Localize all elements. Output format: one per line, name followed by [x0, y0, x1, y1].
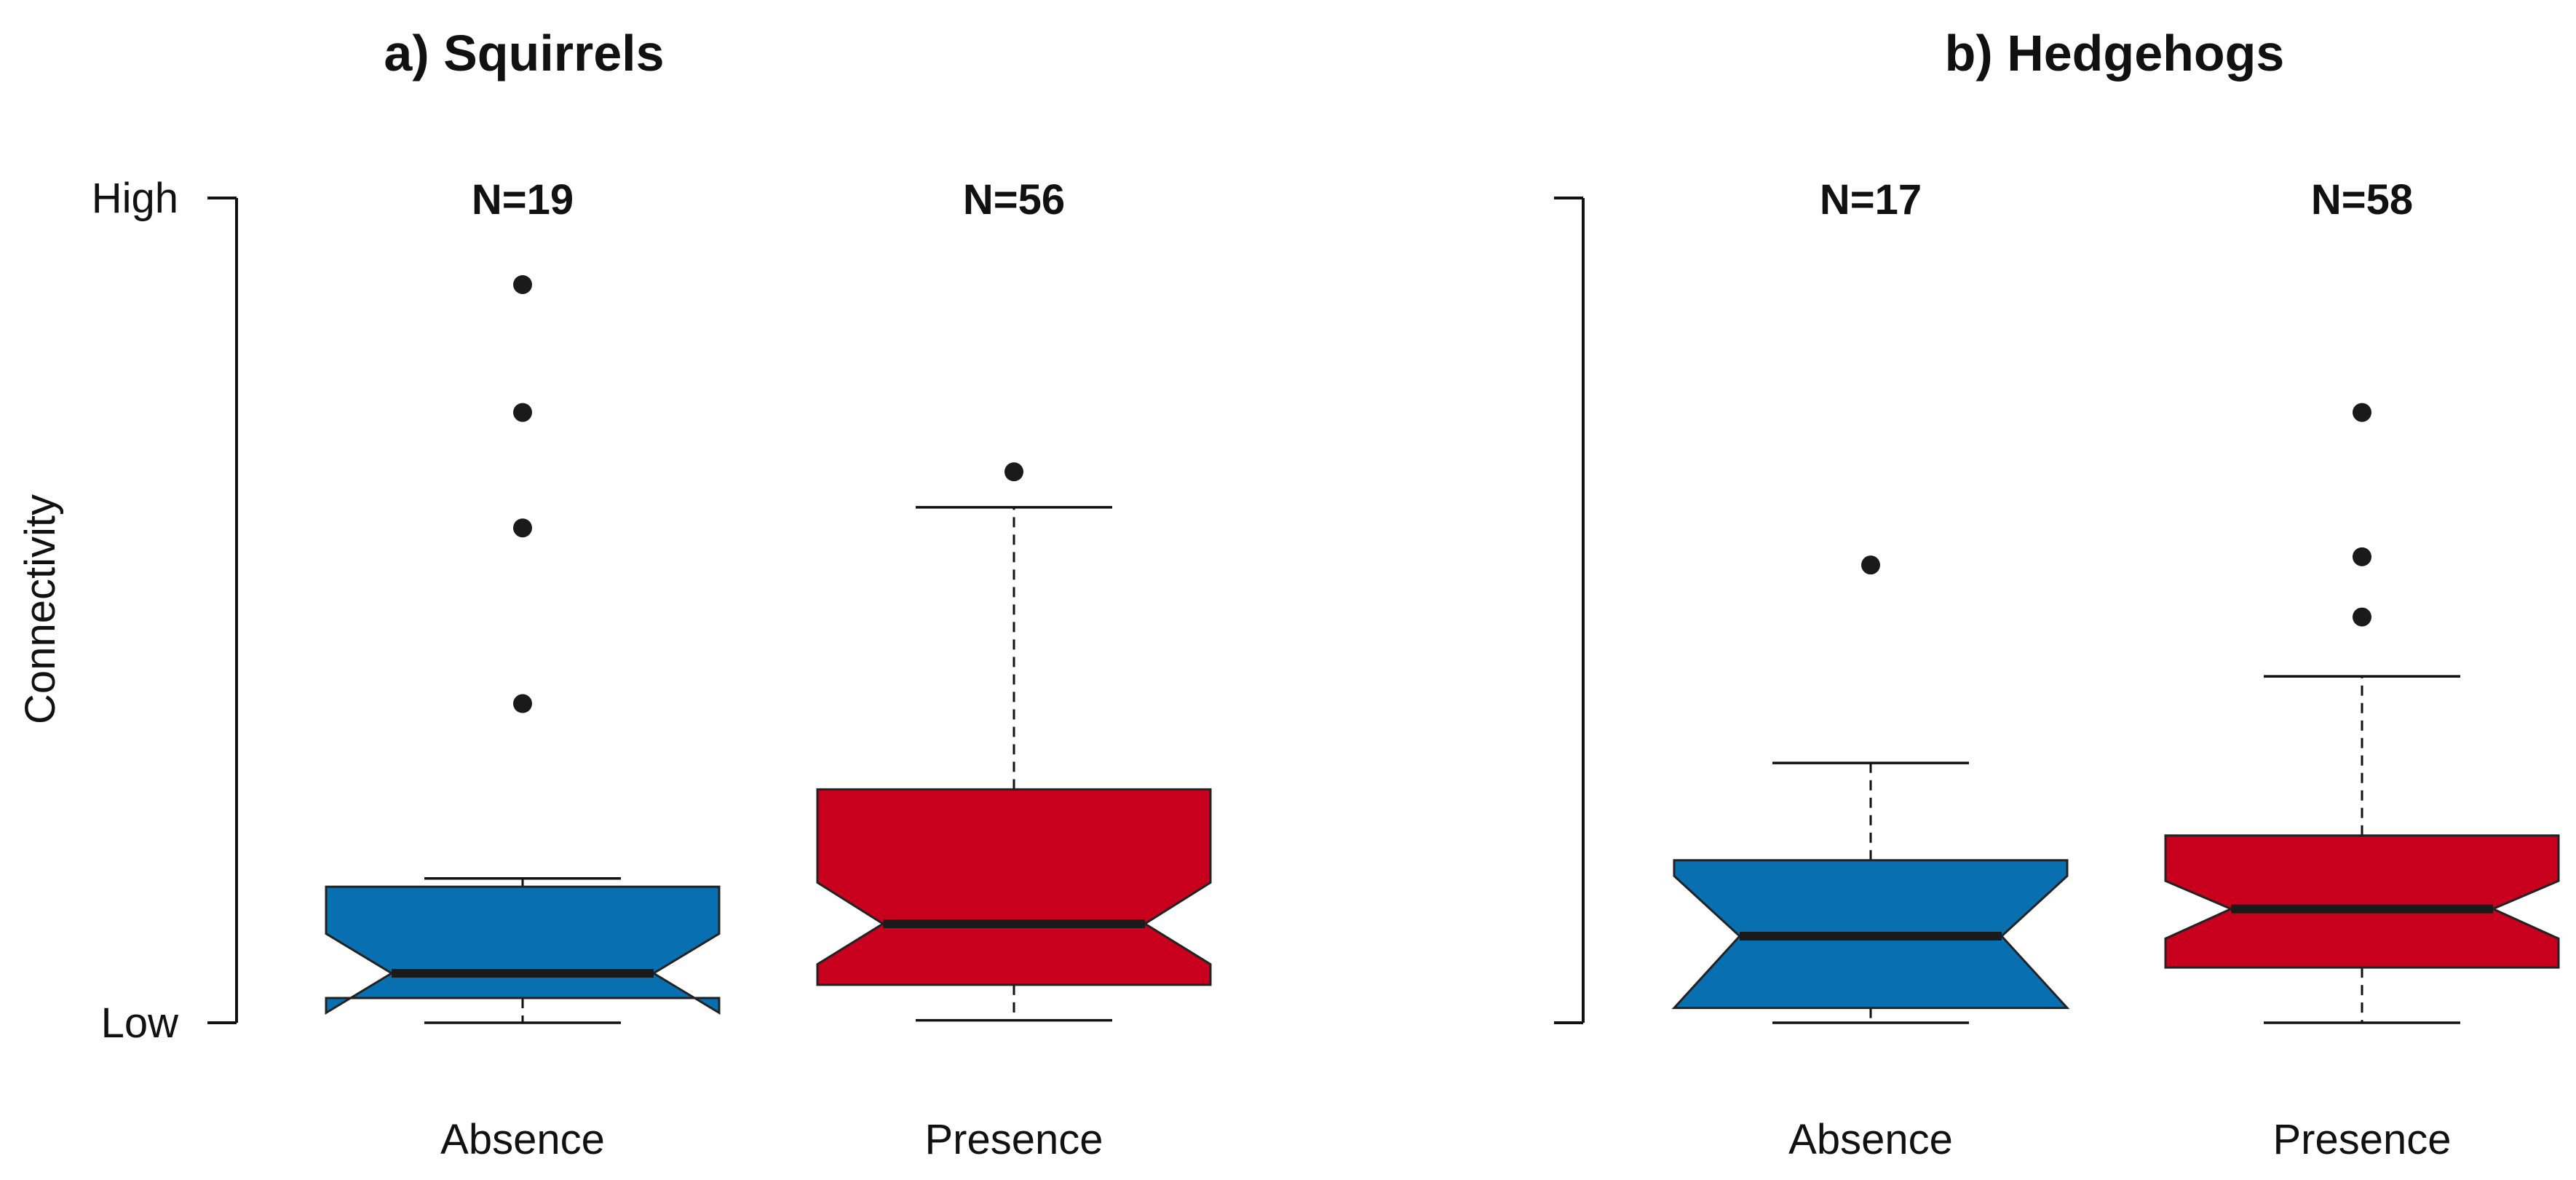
y-axis: Low High: [92, 175, 238, 1047]
y-tick-label: High: [92, 175, 178, 222]
outlier-point: [513, 274, 532, 294]
y-tick-label: Low: [101, 999, 180, 1047]
outlier-point: [513, 518, 532, 538]
outlier-point: [513, 403, 532, 422]
outlier-point: [1004, 462, 1023, 482]
sample-size-label: N=58: [2311, 176, 2413, 223]
notched-box: [325, 885, 721, 1015]
panel-squirrels: a) Squirrels Connectivity Low High N=19 Ab…: [17, 25, 1212, 1163]
outlier-point: [513, 694, 532, 713]
x-tick-label: Absence: [1788, 1116, 1953, 1163]
y-axis-label: Connectivity: [17, 494, 64, 724]
outlier-point: [2353, 547, 2371, 566]
chart-title: a) Squirrels: [384, 25, 664, 82]
y-axis: [1554, 197, 1585, 1024]
x-tick-label: Presence: [924, 1116, 1103, 1163]
box-presence: N=58 Presence: [2164, 176, 2560, 1163]
sample-size-label: N=56: [963, 176, 1065, 223]
outlier-point: [1861, 555, 1880, 575]
outlier-point: [2353, 607, 2371, 627]
box-group: N=17 Absence N=58 Presence: [1671, 176, 2560, 1163]
sample-size-label: N=19: [472, 176, 574, 223]
notched-box: [2164, 834, 2560, 969]
box-absence: N=17 Absence: [1671, 176, 2070, 1163]
outlier-point: [2353, 403, 2371, 422]
x-tick-label: Absence: [440, 1116, 605, 1163]
box-group: N=19 Absence N=56 Presence: [325, 176, 1212, 1163]
sample-size-label: N=17: [1820, 176, 1922, 223]
notched-box: [816, 788, 1212, 986]
box-absence: N=19 Absence: [325, 176, 721, 1163]
chart-title: b) Hedgehogs: [1945, 25, 2285, 82]
panel-hedgehogs: b) Hedgehogs N=17 Absence N=58 Presence: [1554, 25, 2560, 1163]
box-presence: N=56 Presence: [816, 176, 1212, 1163]
x-tick-label: Presence: [2272, 1116, 2451, 1163]
